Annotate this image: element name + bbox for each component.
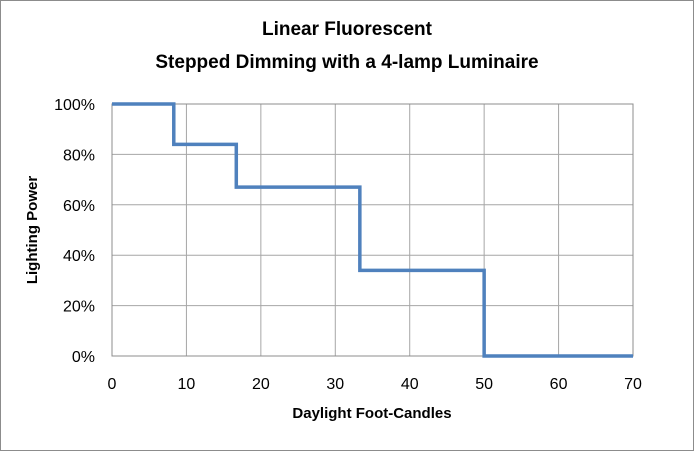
x-tick-label: 60 — [550, 376, 568, 393]
x-tick-label: 30 — [326, 376, 344, 393]
y-axis-label: Lighting Power — [24, 176, 41, 284]
grid-lines — [111, 103, 634, 357]
x-tick-label: 40 — [401, 376, 419, 393]
x-tick-label: 10 — [178, 376, 196, 393]
x-axis-label: Daylight Foot-Candles — [292, 405, 451, 422]
plot-border — [111, 103, 634, 357]
chart-title-line-2: Stepped Dimming with a 4-lamp Luminaire — [155, 52, 539, 73]
y-tick-label: 0% — [72, 349, 95, 366]
x-tick-labels: 0 10 20 30 40 50 60 70 — [108, 376, 642, 393]
y-tick-label: 80% — [63, 147, 95, 164]
y-tick-label: 20% — [63, 299, 95, 316]
x-tick-label: 0 — [108, 376, 117, 393]
x-tick-label: 70 — [624, 376, 642, 393]
plot-area-border — [111, 103, 634, 357]
y-tick-label: 40% — [63, 248, 95, 265]
chart-title-line-1: Linear Fluorescent — [262, 19, 432, 40]
y-tick-label: 100% — [54, 97, 95, 114]
y-tick-label: 60% — [63, 198, 95, 215]
series-layer — [112, 102, 633, 358]
x-tick-label: 50 — [475, 376, 493, 393]
y-tick-labels: 0% 20% 40% 60% 80% 100% — [54, 97, 95, 366]
series-line-0 — [112, 102, 633, 358]
x-tick-label: 20 — [252, 376, 270, 393]
